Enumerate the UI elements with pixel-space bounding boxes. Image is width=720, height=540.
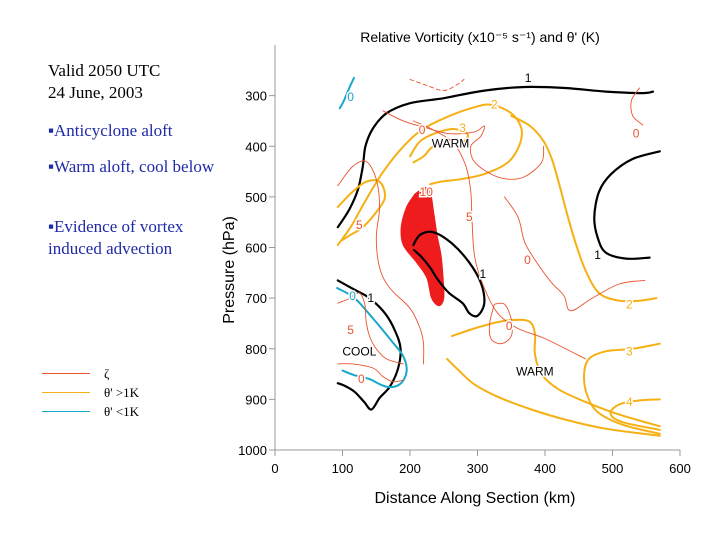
legend-swatch-vorticity xyxy=(42,373,90,374)
contour-label-14: 5 xyxy=(466,210,473,224)
contour-13 xyxy=(338,76,355,110)
contour-label-1: 1 xyxy=(480,267,487,281)
contour-label-13: 5 xyxy=(356,218,363,232)
y-tick-label-800: 800 xyxy=(245,342,267,357)
x-axis-label: Distance Along Section (km) xyxy=(375,490,576,507)
contour-1 xyxy=(336,85,655,229)
contour-label-15: 0 xyxy=(524,253,531,267)
y-axis-label: Pressure (hPa) xyxy=(221,216,238,324)
region-label-warm-1: WARM xyxy=(516,365,554,379)
legend-label-vorticity: ζ xyxy=(104,366,110,381)
contour-label-5: 3 xyxy=(459,121,466,135)
legend-label-theta-neg: θ' <1K xyxy=(104,404,140,419)
contour-label-18: 0 xyxy=(358,372,365,386)
legend-label-theta-pos: θ' >1K xyxy=(104,385,140,400)
contour-6 xyxy=(409,127,469,164)
contour-9 xyxy=(450,318,661,428)
contour-label-12: 10 xyxy=(420,185,434,199)
y-tick-label-400: 400 xyxy=(245,139,267,154)
contour-label-11: 0 xyxy=(419,123,426,137)
contour-10 xyxy=(583,342,661,435)
contour-0 xyxy=(400,186,445,307)
contour-4 xyxy=(336,279,402,411)
contour-label-0: 1 xyxy=(525,71,532,85)
bullet-warm-cool: ▪Warm aloft, cool below xyxy=(48,157,215,176)
contour-7 xyxy=(336,179,387,241)
contour-label-10: 0 xyxy=(349,289,356,303)
valid-time-line: Valid 2050 UTC xyxy=(48,61,161,80)
contour-label-4: 2 xyxy=(491,98,498,112)
contour-22 xyxy=(337,363,404,383)
y-tick-label-500: 500 xyxy=(245,190,267,205)
contour-16 xyxy=(412,120,586,360)
legend-item-vorticity: ζ xyxy=(42,366,192,382)
contour-label-3: 1 xyxy=(368,291,375,305)
contour-12 xyxy=(446,357,661,437)
contour-label-19: 0 xyxy=(633,127,640,141)
legend-item-theta-neg: θ' <1K xyxy=(42,404,192,420)
y-tick-label-300: 300 xyxy=(245,89,267,104)
contour-8 xyxy=(510,114,658,303)
contour-2 xyxy=(412,230,486,318)
contour-label-9: 0 xyxy=(347,90,354,104)
plot-area: 0 100 200 300 400 500 600300400500600700800900… xyxy=(238,45,691,476)
contour-19 xyxy=(488,302,513,345)
x-tick-label-100: 100 xyxy=(332,461,354,476)
bullet-advection: ▪Evidence of vortex induced advection xyxy=(48,217,184,258)
contour-18 xyxy=(504,196,646,312)
contour-23 xyxy=(337,292,404,365)
contour-label-16: 0 xyxy=(506,319,513,333)
contour-5 xyxy=(336,103,523,246)
legend-swatch-theta-neg xyxy=(42,411,90,412)
y-tick-label-1000: 1000 xyxy=(238,443,267,458)
contour-label-17: 5 xyxy=(347,323,354,337)
region-label-warm-0: WARM xyxy=(432,137,470,151)
y-tick-label-700: 700 xyxy=(245,291,267,306)
contour-label-2: 1 xyxy=(594,248,601,262)
y-tick-label-600: 600 xyxy=(245,241,267,256)
contour-3 xyxy=(593,150,661,260)
y-tick-label-900: 900 xyxy=(245,392,267,407)
valid-date-line: 24 June, 2003 xyxy=(48,83,143,102)
region-label-cool-2: COOL xyxy=(342,344,376,358)
contour-21 xyxy=(409,78,465,92)
x-tick-label-500: 500 xyxy=(602,461,624,476)
x-tick-label-200: 200 xyxy=(399,461,421,476)
chart-title: Relative Vorticity (x10⁻⁵ s⁻¹) and θ' (K… xyxy=(360,29,600,45)
contour-label-8: 4 xyxy=(626,395,633,409)
contour-14 xyxy=(336,287,408,389)
legend-item-theta-pos: θ' >1K xyxy=(42,385,192,401)
x-tick-label-400: 400 xyxy=(534,461,556,476)
contour-20 xyxy=(630,87,644,126)
contour-11 xyxy=(609,398,661,431)
contour-label-7: 3 xyxy=(626,344,633,358)
x-tick-label-300: 300 xyxy=(467,461,489,476)
legend-swatch-theta-pos xyxy=(42,392,90,393)
contour-15 xyxy=(337,160,425,365)
bullet-anticyclone: ▪Anticyclone aloft xyxy=(48,121,173,140)
contour-label-6: 2 xyxy=(626,298,633,312)
x-tick-label-600: 600 xyxy=(669,461,691,476)
valid-time-text: Valid 2050 UTC 24 June, 2003 xyxy=(48,60,238,104)
x-tick-label-0: 0 xyxy=(271,461,278,476)
contour-17 xyxy=(382,110,545,180)
